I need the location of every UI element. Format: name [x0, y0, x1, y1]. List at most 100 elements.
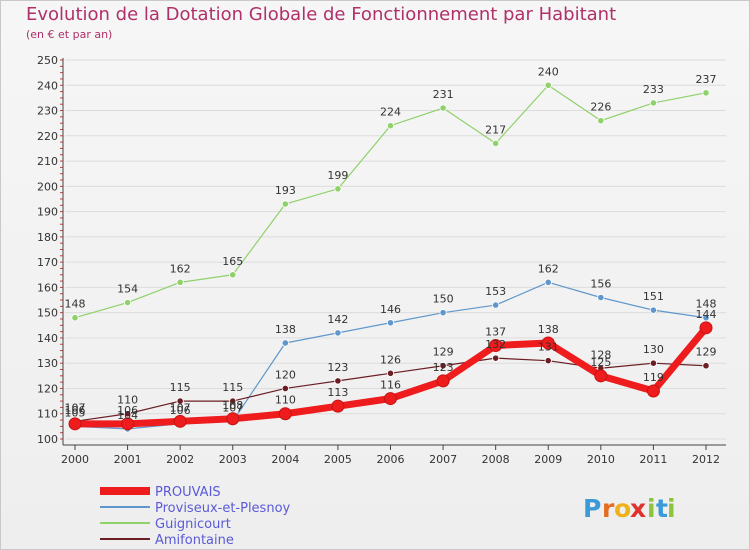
- data-label: 231: [433, 88, 454, 101]
- legend-item: Proviseux-et-Plesnoy: [100, 501, 291, 516]
- logo-letter: r: [602, 494, 615, 523]
- data-point: [492, 139, 500, 147]
- data-label: 107: [222, 401, 243, 414]
- data-point: [544, 278, 552, 286]
- data-label: 125: [590, 356, 611, 369]
- data-labels: 148 154 162 165 193 199 224 231 217 240 226 233 237 1…: [65, 65, 717, 422]
- data-label: 156: [590, 278, 611, 291]
- data-point: [436, 374, 450, 388]
- data-label: 129: [433, 346, 454, 359]
- data-point: [229, 271, 237, 279]
- data-label: 165: [222, 255, 243, 268]
- legend-item: PROUVAIS: [100, 485, 221, 500]
- y-tick-label: 180: [37, 231, 58, 244]
- data-point: [541, 336, 555, 350]
- data-label: 106: [170, 404, 191, 417]
- data-label: 217: [485, 123, 506, 136]
- series-guignicourt: [71, 81, 710, 322]
- data-label: 107: [170, 401, 191, 414]
- data-label: 119: [643, 371, 664, 384]
- data-label: 113: [327, 386, 348, 399]
- data-point: [123, 410, 132, 418]
- data-point: [331, 399, 345, 413]
- y-tick-label: 200: [37, 180, 58, 193]
- data-label: 104: [117, 409, 138, 422]
- legend-item: Amifontaine: [100, 533, 234, 548]
- data-point: [121, 417, 135, 431]
- data-label: 126: [380, 353, 401, 366]
- data-label: 123: [433, 361, 454, 374]
- data-label: 151: [643, 290, 664, 303]
- data-label: 115: [222, 381, 243, 394]
- data-label: 108: [222, 399, 243, 412]
- x-tick-label: 2010: [587, 453, 615, 466]
- data-point: [281, 339, 289, 347]
- legend-label: Proviseux-et-Plesnoy: [155, 501, 291, 516]
- legend-item: Guignicourt: [100, 517, 231, 532]
- data-label: 129: [696, 346, 717, 359]
- logo-letter: t: [656, 494, 668, 523]
- data-point: [439, 362, 447, 370]
- data-label: 193: [275, 184, 296, 197]
- data-point: [386, 319, 395, 327]
- data-label: 110: [275, 394, 296, 407]
- logo-letter: x: [630, 494, 646, 523]
- data-point: [278, 407, 292, 421]
- y-tick-label: 100: [37, 433, 58, 446]
- data-label: 131: [538, 341, 559, 354]
- x-tick-label: 2011: [639, 453, 667, 466]
- data-label: 153: [485, 285, 506, 298]
- data-label: 110: [117, 394, 138, 407]
- data-point: [439, 104, 447, 112]
- data-label: 154: [117, 283, 138, 296]
- x-tick-label: 2002: [166, 453, 194, 466]
- x-tick-label: 2007: [429, 453, 457, 466]
- data-label: 240: [538, 65, 559, 78]
- data-label: 105: [65, 406, 86, 419]
- data-point: [702, 314, 710, 322]
- y-tick-label: 190: [37, 206, 58, 219]
- data-point: [492, 301, 500, 309]
- data-point: [489, 339, 503, 353]
- x-tick-label: 2003: [219, 453, 247, 466]
- data-point: [226, 412, 240, 426]
- data-label: 199: [327, 169, 348, 182]
- data-label: 150: [433, 293, 454, 306]
- data-point: [176, 278, 184, 286]
- data-label: 132: [485, 338, 506, 351]
- legend-label: Amifontaine: [155, 533, 234, 548]
- data-label: 142: [327, 313, 348, 326]
- data-point: [492, 354, 500, 362]
- data-label: 106: [117, 404, 138, 417]
- data-point: [649, 359, 658, 367]
- y-tick-label: 150: [37, 307, 58, 320]
- data-point: [597, 293, 605, 302]
- data-label: 116: [380, 379, 401, 392]
- x-tick-label: 2005: [324, 453, 352, 466]
- y-tick-label: 210: [37, 155, 58, 168]
- data-point: [544, 357, 552, 365]
- data-label: 148: [696, 298, 717, 311]
- data-label: 115: [170, 381, 191, 394]
- y-tick-label: 250: [37, 54, 58, 67]
- x-tick-label: 2004: [271, 453, 299, 466]
- data-point: [334, 377, 342, 385]
- data-point: [544, 81, 552, 89]
- data-point: [68, 417, 82, 431]
- logo-letter: o: [614, 494, 631, 523]
- data-point: [281, 384, 289, 393]
- logo-letter: P: [583, 494, 601, 523]
- data-point: [173, 414, 187, 428]
- y-tick-label: 140: [37, 332, 58, 345]
- y-tick-label: 130: [37, 357, 58, 370]
- y-tick-label: 230: [37, 105, 58, 118]
- y-tick-label: 240: [37, 79, 58, 92]
- data-point: [597, 117, 605, 125]
- data-label: 138: [538, 323, 559, 336]
- x-tick-label: 2009: [534, 453, 562, 466]
- x-tick-label: 2001: [114, 453, 142, 466]
- data-label: 128: [590, 348, 611, 361]
- y-tick-label: 220: [37, 130, 58, 143]
